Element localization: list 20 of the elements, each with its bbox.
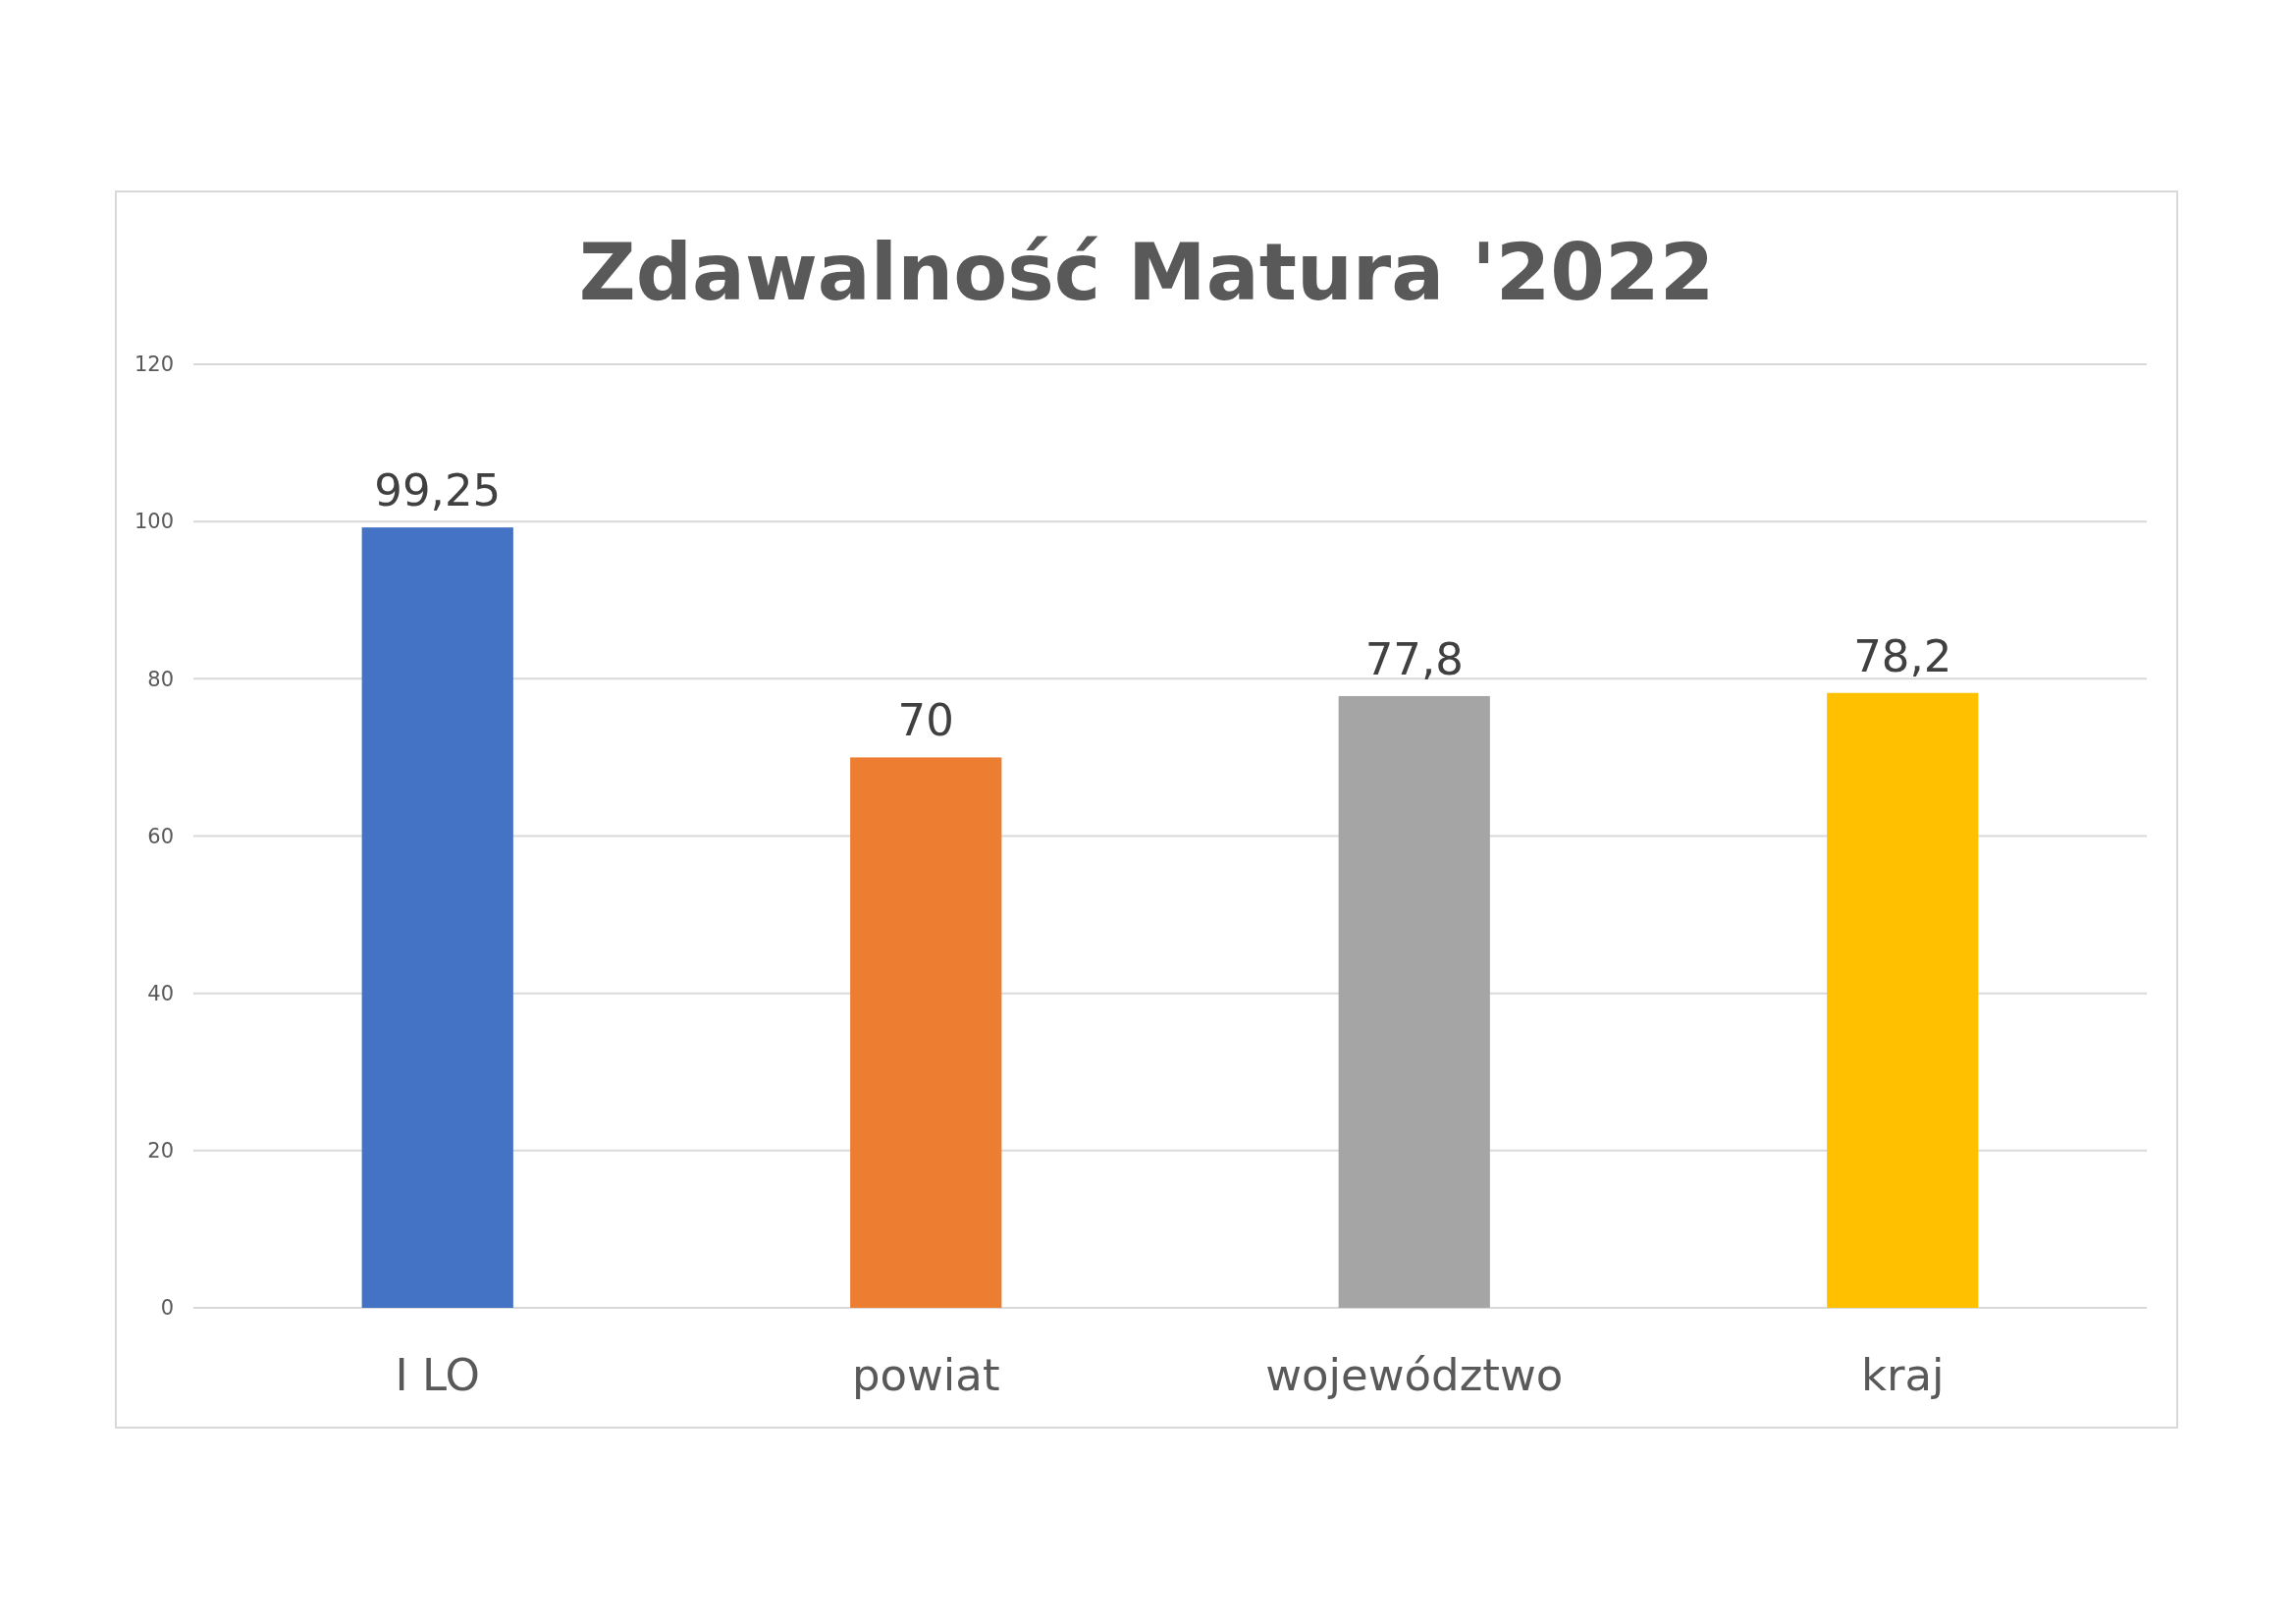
y-tick-label: 80 bbox=[147, 667, 174, 691]
y-tick-label: 60 bbox=[147, 824, 174, 848]
y-tick-label: 120 bbox=[133, 352, 174, 377]
y-tick-label: 40 bbox=[147, 981, 174, 1005]
data-label: 99,25 bbox=[374, 464, 502, 517]
x-tick-label: kraj bbox=[1860, 1348, 1945, 1401]
chart-title: Zdawalność Matura '2022 bbox=[578, 227, 1715, 318]
x-tick-label: województwo bbox=[1265, 1348, 1564, 1401]
x-tick-label: I LO bbox=[395, 1348, 480, 1401]
bar bbox=[1338, 695, 1490, 1308]
y-tick-label: 20 bbox=[147, 1139, 174, 1163]
bar bbox=[850, 757, 1002, 1308]
data-label: 70 bbox=[897, 694, 954, 747]
data-label: 78,2 bbox=[1853, 629, 1952, 682]
bar bbox=[1827, 692, 1979, 1308]
x-tick-label: powiat bbox=[851, 1348, 1000, 1401]
y-tick-label: 0 bbox=[160, 1296, 174, 1321]
data-label: 77,8 bbox=[1364, 632, 1464, 685]
bar bbox=[361, 527, 513, 1308]
y-tick-label: 100 bbox=[133, 510, 174, 534]
